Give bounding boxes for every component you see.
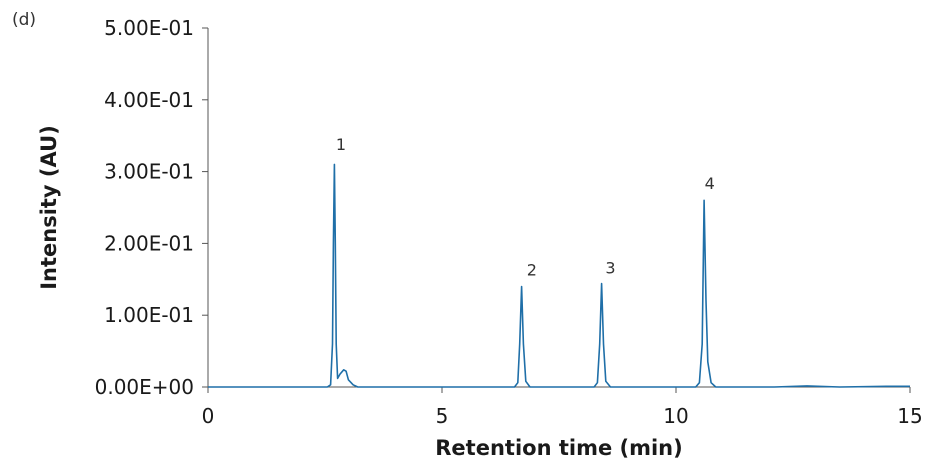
peak-label: 3 xyxy=(605,259,615,278)
y-tick-label: 1.00E-01 xyxy=(104,303,194,327)
peak-label: 1 xyxy=(336,135,346,154)
x-tick-label: 0 xyxy=(202,404,215,428)
x-tick-label: 10 xyxy=(663,404,688,428)
panel-label: (d) xyxy=(12,10,37,30)
peak-label: 2 xyxy=(527,261,537,280)
x-tick-label: 5 xyxy=(436,404,449,428)
y-tick-label: 5.00E-01 xyxy=(104,16,194,40)
x-tick-label: 15 xyxy=(897,404,922,428)
x-axis-title: Retention time (min) xyxy=(435,436,682,460)
y-tick-label: 0.00E+00 xyxy=(95,375,194,399)
x-axis: 0 5 10 15 xyxy=(202,386,923,428)
plot-area xyxy=(208,163,910,388)
y-tick-label: 2.00E-01 xyxy=(104,231,194,255)
y-axis: 0.00E+00 1.00E-01 2.00E-01 3.00E-01 4.00E-01… xyxy=(95,16,209,399)
y-axis-title: Intensity (AU) xyxy=(37,125,61,290)
peak-labels: 1 2 3 4 xyxy=(336,135,715,280)
peak-label: 4 xyxy=(705,174,715,193)
y-tick-label: 4.00E-01 xyxy=(104,88,194,112)
y-tick-label: 3.00E-01 xyxy=(104,160,194,184)
chromatogram-trace xyxy=(208,163,910,388)
